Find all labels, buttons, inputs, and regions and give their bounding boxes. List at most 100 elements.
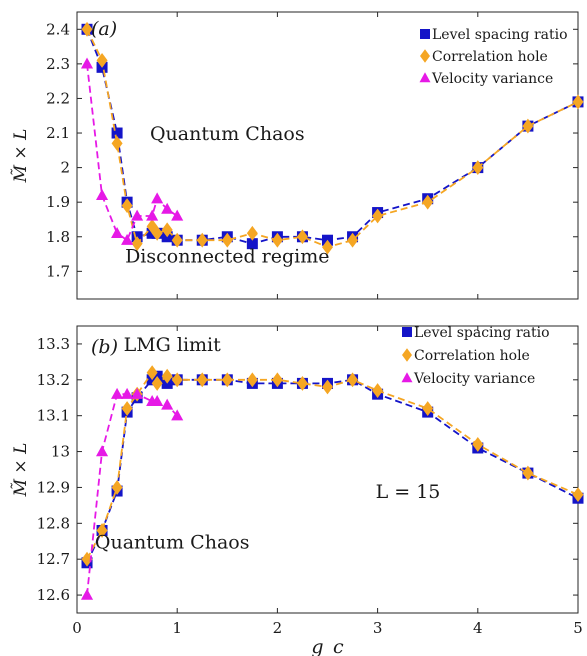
data-point: [111, 387, 124, 399]
data-point: [372, 383, 384, 398]
annotation: L = 15: [376, 481, 441, 503]
legend-marker: [420, 29, 430, 39]
data-point: [96, 523, 108, 538]
x-tick-label: 3: [373, 619, 383, 637]
y-tick-label: 12.7: [37, 550, 70, 568]
legend-label: Velocity variance: [413, 371, 535, 387]
data-point: [246, 238, 258, 250]
data-point: [81, 21, 93, 37]
data-point: [131, 236, 143, 252]
data-point: [121, 233, 134, 245]
data-point: [146, 218, 158, 234]
data-point: [271, 372, 283, 388]
data-point: [572, 487, 584, 503]
data-point: [80, 57, 94, 69]
x-tick-label: 5: [573, 619, 583, 637]
data-point: [472, 436, 484, 452]
legend-label: Level spacing ratio: [432, 27, 568, 43]
data-point: [161, 222, 173, 238]
y-tick-label: 13.3: [37, 335, 70, 353]
y-tick-label: 1.9: [46, 193, 70, 211]
data-point: [81, 551, 93, 567]
series-line: [86, 393, 178, 596]
y-tick-label: 12.8: [37, 514, 70, 532]
y-tick-label: 1.7: [46, 262, 70, 280]
data-point: [111, 480, 123, 495]
x-axis-label: g_c: [311, 636, 344, 656]
data-point: [572, 94, 584, 110]
legend-marker: [419, 72, 431, 83]
data-point: [161, 202, 174, 214]
y-tick-label: 2: [60, 159, 70, 177]
data-point: [151, 375, 163, 391]
data-point: [221, 232, 233, 248]
legend-label: Velocity variance: [431, 71, 553, 87]
x-tick-label: 4: [473, 619, 483, 637]
y-tick-label: 2.2: [46, 89, 70, 107]
x-tick-label: 2: [273, 619, 283, 637]
data-point: [347, 372, 359, 388]
data-point: [161, 398, 174, 410]
data-point: [96, 445, 109, 457]
data-point: [171, 409, 184, 421]
annotation: LMG limit: [124, 334, 222, 356]
data-point: [111, 135, 123, 151]
legend-label: Level spacing ratio: [414, 325, 550, 341]
data-point: [322, 379, 333, 395]
data-point: [171, 232, 183, 248]
data-point: [131, 387, 144, 399]
data-point: [171, 209, 184, 221]
data-point: [131, 209, 144, 221]
data-point: [146, 365, 158, 381]
legend-marker: [420, 49, 430, 63]
data-point: [196, 232, 208, 248]
y-tick-label: 13.1: [37, 407, 70, 425]
data-point: [111, 226, 124, 238]
data-point: [96, 188, 109, 200]
data-point: [322, 239, 333, 255]
data-point: [347, 232, 359, 248]
data-point: [372, 208, 384, 224]
data-point: [522, 118, 534, 134]
data-point: [121, 198, 133, 214]
data-point: [246, 372, 258, 388]
panel-label: (b): [91, 336, 118, 358]
data-point: [96, 52, 108, 68]
data-point: [271, 232, 283, 248]
data-point: [161, 368, 173, 384]
y-tick-label: 2.1: [46, 124, 70, 142]
y-tick-label: 1.8: [46, 228, 70, 246]
data-point: [296, 375, 308, 391]
legend-label: Correlation hole: [414, 348, 530, 364]
data-point: [171, 372, 183, 388]
data-point: [246, 225, 258, 241]
y-tick-label: 2.3: [46, 55, 70, 73]
data-point: [221, 372, 233, 388]
data-point: [111, 127, 123, 139]
x-tick-label: 1: [172, 619, 182, 637]
data-point: [146, 209, 159, 221]
data-point: [151, 225, 163, 241]
data-point: [196, 372, 208, 388]
y-axis-label: M̃ × L: [11, 443, 31, 498]
annotation: Quantum Chaos: [95, 531, 250, 553]
y-tick-label: 13.2: [37, 371, 70, 389]
legend-label: Correlation hole: [432, 49, 548, 65]
panel-label: (a): [91, 18, 117, 40]
data-point: [80, 588, 94, 600]
data-point: [151, 192, 164, 204]
data-point: [121, 387, 134, 399]
legend-marker: [401, 372, 413, 383]
annotation: Disconnected regime: [125, 246, 329, 268]
y-tick-label: 2.4: [46, 20, 70, 38]
y-axis-label: M̃ × L: [11, 129, 31, 184]
data-point: [151, 395, 164, 407]
data-point: [121, 401, 133, 416]
x-tick-label: 0: [72, 619, 82, 637]
data-point: [522, 465, 534, 481]
panel-b: 0 1 2 3 4 5 12.6 12.7 12.8 12.9 13 13.1 13.2 13.3 M̃ ×…: [11, 325, 584, 656]
y-tick-label: 12.9: [37, 478, 70, 496]
series-line: [86, 28, 579, 245]
y-tick-label: 13: [51, 443, 70, 461]
